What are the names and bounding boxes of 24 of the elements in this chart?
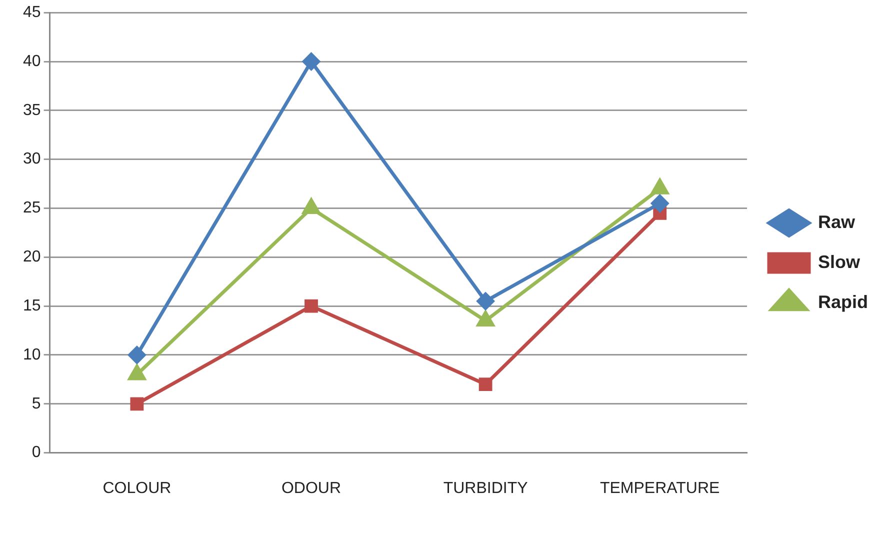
y-tick-label: 10 bbox=[23, 346, 41, 364]
legend-label: Rapid bbox=[818, 292, 868, 312]
y-tick-label: 15 bbox=[23, 297, 41, 314]
x-tick-label: COLOUR bbox=[102, 480, 172, 497]
x-tick-label: TURBIDITY bbox=[443, 480, 528, 497]
point bbox=[304, 299, 318, 313]
y-tick-label: 5 bbox=[32, 395, 41, 412]
point bbox=[302, 52, 320, 70]
point bbox=[651, 194, 669, 212]
y-tick-label: 30 bbox=[23, 150, 41, 168]
x-tick-label: ODOUR bbox=[281, 480, 342, 497]
y-tick-label: 35 bbox=[23, 102, 41, 119]
legend-label: Slow bbox=[818, 252, 861, 272]
y-tick-label: 25 bbox=[23, 200, 41, 217]
point bbox=[476, 292, 494, 310]
y-tick-label: 45 bbox=[23, 4, 41, 22]
y-tick-label: 0 bbox=[32, 444, 41, 462]
point bbox=[128, 346, 146, 364]
x-tick-label: TEMPERATURE bbox=[600, 480, 720, 497]
point bbox=[478, 378, 492, 392]
y-tick-label: 20 bbox=[23, 248, 41, 266]
legend-label: Raw bbox=[818, 212, 856, 232]
y-tick-label: 40 bbox=[23, 52, 41, 70]
point bbox=[130, 397, 144, 411]
